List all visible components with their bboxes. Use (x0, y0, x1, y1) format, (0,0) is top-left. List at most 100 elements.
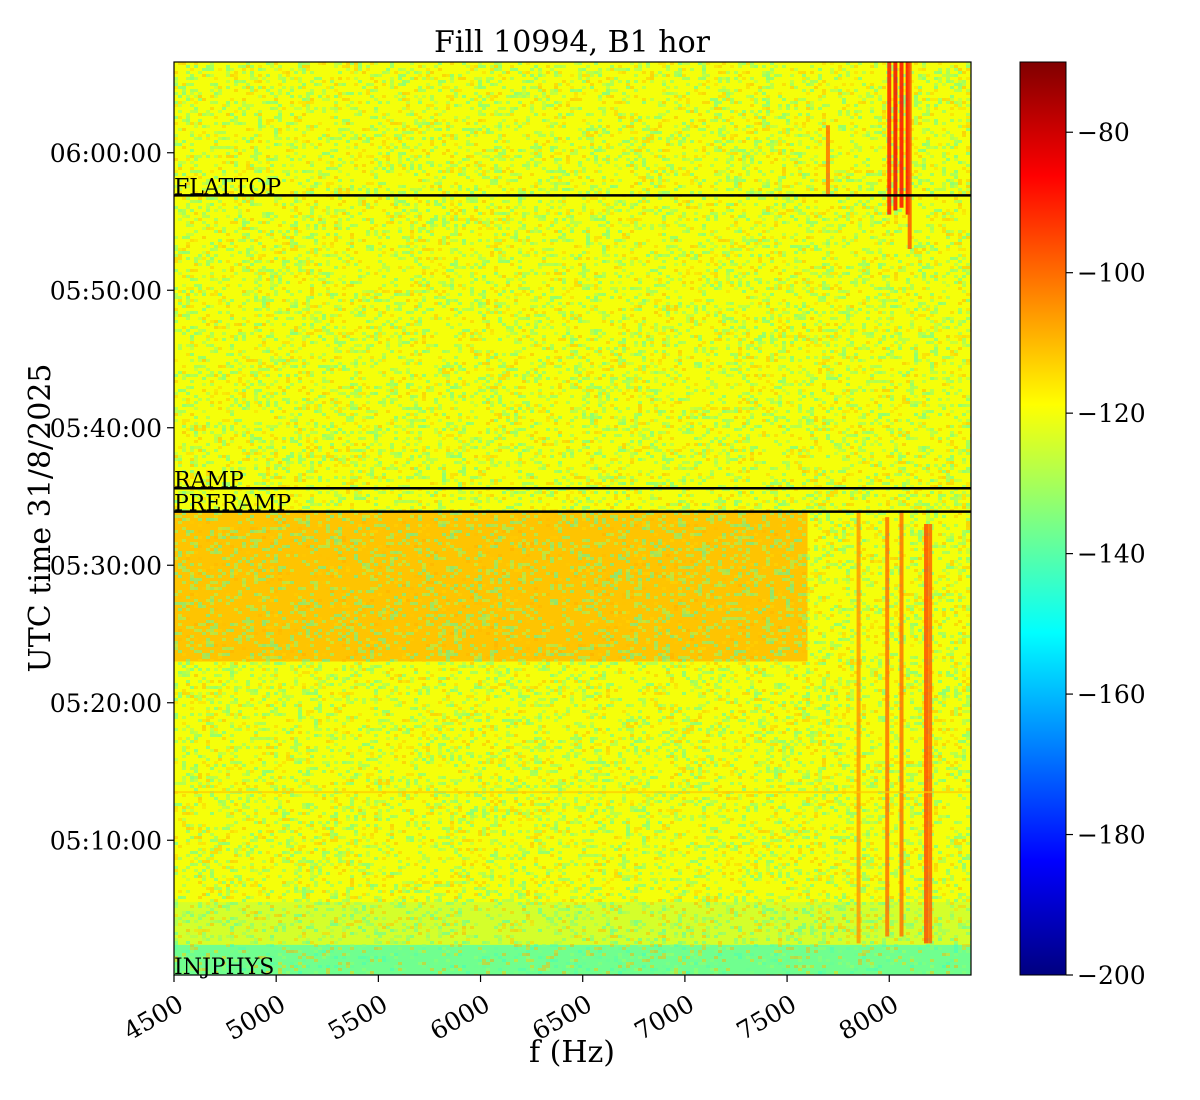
noise-cell (558, 170, 562, 173)
noise-cell (622, 257, 626, 260)
noise-cell (766, 104, 770, 107)
noise-cell (718, 107, 722, 110)
noise-cell (246, 236, 250, 239)
noise-cell (750, 239, 754, 242)
noise-cell (750, 125, 754, 128)
noise-cell (486, 185, 490, 188)
noise-cell (374, 89, 378, 92)
noise-cell (754, 272, 758, 275)
noise-cell (394, 128, 398, 131)
noise-cell (666, 212, 670, 215)
noise-cell (278, 143, 282, 146)
noise-cell (766, 230, 770, 233)
noise-cell (198, 284, 202, 287)
noise-cell (198, 119, 202, 122)
noise-cell (290, 146, 294, 149)
noise-cell (242, 218, 246, 221)
noise-cell (326, 161, 330, 164)
noise-cell (718, 113, 722, 116)
noise-cell (818, 266, 822, 269)
noise-cell (718, 179, 722, 182)
noise-cell (442, 143, 446, 146)
noise-cell (226, 152, 230, 155)
noise-cell (302, 62, 306, 65)
noise-cell (326, 185, 330, 188)
noise-cell (666, 98, 670, 101)
noise-cell (306, 179, 310, 182)
noise-cell (262, 221, 266, 224)
noise-cell (866, 263, 870, 266)
noise-cell (830, 287, 834, 290)
noise-cell (458, 167, 462, 170)
noise-cell (578, 128, 582, 131)
noise-cell (770, 83, 774, 86)
noise-cell (874, 92, 878, 95)
noise-cell (906, 254, 910, 257)
noise-cell (890, 233, 894, 236)
noise-cell (522, 275, 526, 278)
noise-cell (666, 110, 670, 113)
noise-cell (522, 206, 526, 209)
noise-cell (602, 260, 606, 263)
noise-cell (206, 227, 210, 230)
noise-cell (370, 206, 374, 209)
noise-cell (490, 203, 494, 206)
noise-cell (950, 101, 954, 104)
noise-cell (678, 104, 682, 107)
noise-cell (362, 209, 366, 212)
noise-cell (690, 206, 694, 209)
noise-cell (294, 209, 298, 212)
noise-cell (718, 131, 722, 134)
noise-cell (862, 230, 866, 233)
noise-cell (498, 239, 502, 242)
noise-cell (742, 149, 746, 152)
noise-cell (454, 248, 458, 251)
noise-cell (222, 182, 226, 185)
noise-cell (878, 119, 882, 122)
noise-cell (186, 77, 190, 80)
noise-cell (802, 125, 806, 128)
noise-cell (258, 260, 262, 263)
noise-cell (710, 209, 714, 212)
noise-cell (942, 281, 946, 284)
noise-cell (958, 278, 962, 281)
noise-cell (746, 83, 750, 86)
noise-cell (646, 209, 650, 212)
noise-cell (534, 164, 538, 167)
noise-cell (210, 170, 214, 173)
noise-cell (434, 122, 438, 125)
noise-cell (882, 233, 886, 236)
noise-cell (662, 224, 666, 227)
noise-cell (938, 224, 942, 227)
noise-cell (730, 284, 734, 287)
noise-cell (514, 275, 518, 278)
noise-cell (514, 107, 518, 110)
noise-cell (962, 275, 966, 278)
noise-cell (194, 65, 198, 68)
noise-cell (258, 284, 262, 287)
noise-cell (814, 272, 818, 275)
noise-cell (186, 224, 190, 227)
noise-cell (866, 278, 870, 281)
noise-cell (646, 140, 650, 143)
noise-cell (374, 134, 378, 137)
noise-cell (930, 146, 934, 149)
noise-cell (450, 209, 454, 212)
noise-cell (310, 278, 314, 281)
noise-cell (746, 239, 750, 242)
noise-cell (494, 182, 498, 185)
noise-cell (306, 140, 310, 143)
noise-cell (934, 98, 938, 101)
noise-cell (502, 86, 506, 89)
noise-cell (890, 182, 894, 185)
noise-cell (474, 185, 478, 188)
noise-cell (446, 161, 450, 164)
noise-cell (358, 65, 362, 68)
noise-cell (310, 287, 314, 290)
noise-cell (274, 62, 278, 65)
noise-cell (494, 146, 498, 149)
noise-cell (510, 65, 514, 68)
noise-cell (234, 110, 238, 113)
noise-cell (358, 92, 362, 95)
noise-cell (478, 257, 482, 260)
